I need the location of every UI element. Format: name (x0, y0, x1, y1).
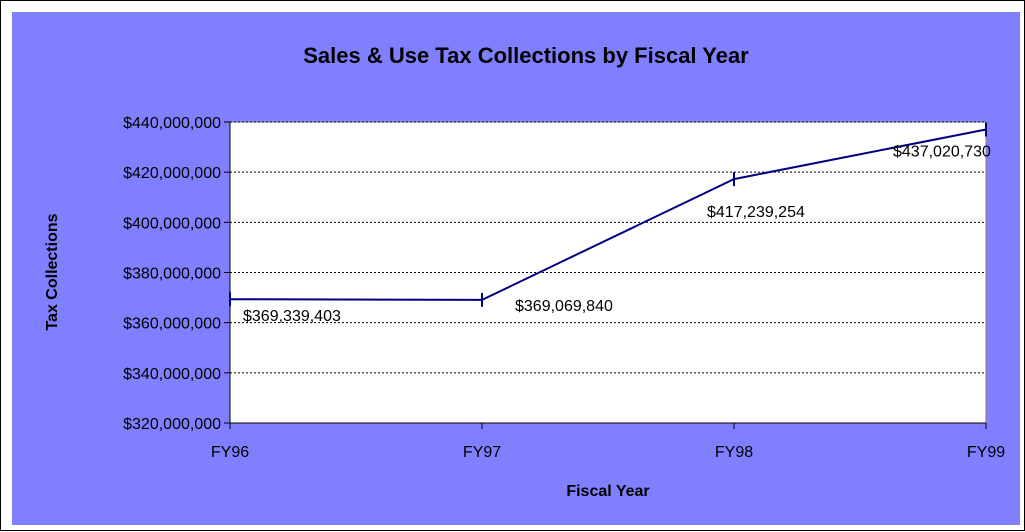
series-line (229, 128, 987, 301)
x-tick-label: FY96 (211, 444, 249, 461)
data-labels: $369,339,403 $369,069,840 $417,239,254 $437… (243, 143, 991, 325)
y-tick-label: $320,000,000 (123, 416, 221, 433)
series (229, 122, 987, 307)
x-tick-label: FY99 (967, 444, 1005, 461)
x-axis-title: Fiscal Year (566, 483, 649, 500)
y-tick-label: $380,000,000 (123, 266, 221, 283)
y-axis-title: Tax Collections (44, 213, 61, 330)
x-tick-label: FY97 (463, 444, 501, 461)
data-label: $417,239,254 (707, 204, 805, 221)
gridlines (230, 121, 986, 374)
data-label: $369,339,403 (243, 308, 341, 325)
y-tick-label: $440,000,000 (123, 115, 221, 132)
chart-title: Sales & Use Tax Collections by Fiscal Ye… (303, 43, 749, 68)
x-ticks: FY96 FY97 FY98 FY99 (211, 423, 1005, 461)
y-tick-label: $340,000,000 (123, 366, 221, 383)
data-label: $369,069,840 (515, 298, 613, 315)
y-ticks: $320,000,000 $340,000,000 $360,000,000 $380… (123, 115, 230, 433)
y-tick-label: $360,000,000 (123, 316, 221, 333)
y-tick-label: $400,000,000 (123, 215, 221, 232)
y-tick-label: $420,000,000 (123, 165, 221, 182)
data-label: $437,020,730 (893, 143, 991, 160)
x-tick-label: FY98 (715, 444, 753, 461)
